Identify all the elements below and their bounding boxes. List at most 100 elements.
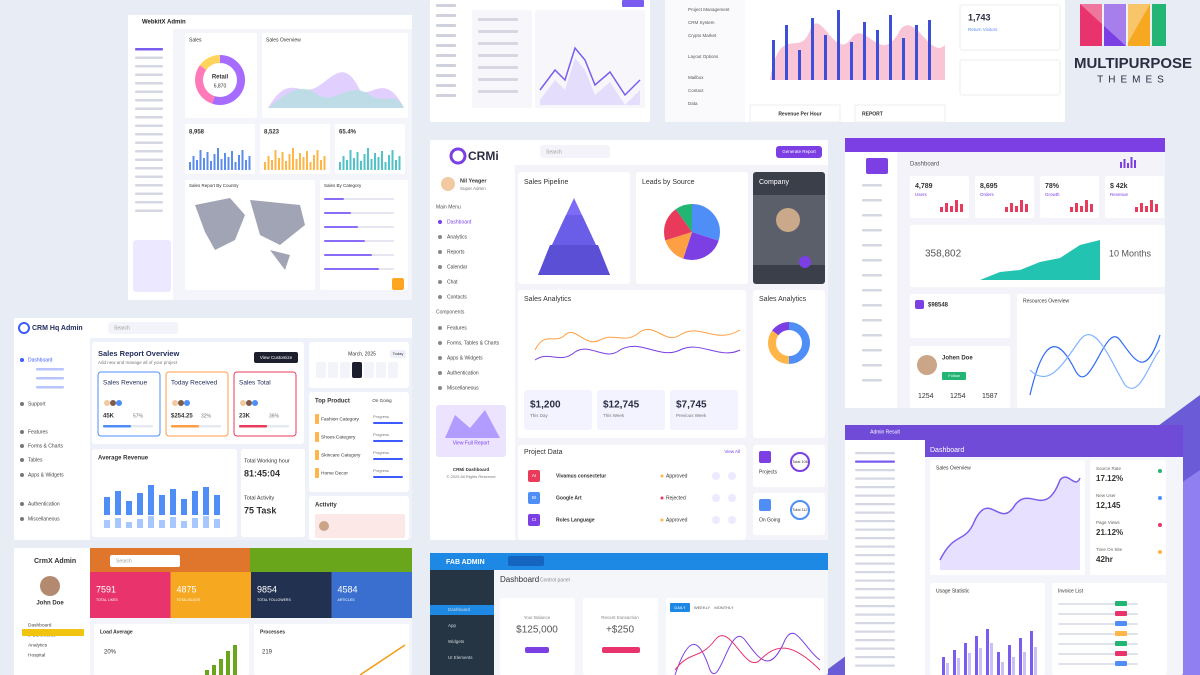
label: Search xyxy=(116,558,132,564)
chart-bar xyxy=(863,22,866,80)
menu-item xyxy=(855,622,895,625)
label: Follow xyxy=(948,373,960,378)
label: Time On Site xyxy=(1096,547,1123,552)
label: Sales Total xyxy=(239,380,271,387)
chart-bar xyxy=(192,491,198,515)
label: Support xyxy=(28,401,46,407)
label: Sales Overview xyxy=(936,465,971,471)
label: Invoice List xyxy=(1058,588,1084,594)
card xyxy=(854,104,946,123)
menu-icon xyxy=(20,502,24,506)
chart-bar xyxy=(320,160,322,170)
card xyxy=(975,176,1034,218)
brand-name: MULTIPURPOSE xyxy=(1074,55,1192,72)
label: Analytics xyxy=(447,234,468,240)
label: CRM Hq Admin xyxy=(32,325,83,332)
menu-item xyxy=(855,571,895,574)
chart-bar xyxy=(360,161,362,170)
status-dot xyxy=(660,474,664,478)
status-badge xyxy=(1115,611,1127,616)
chart-bar xyxy=(968,653,971,675)
chart-shape xyxy=(674,632,821,675)
list-item xyxy=(478,78,518,81)
chart-bar xyxy=(137,493,143,515)
kpi-card xyxy=(597,390,665,430)
chart-bar xyxy=(213,154,216,170)
status-dot xyxy=(1158,550,1162,554)
menu-item xyxy=(855,520,895,523)
progress-cell xyxy=(372,414,404,424)
header xyxy=(845,138,1165,152)
label: Today Received xyxy=(171,380,218,387)
status-badge xyxy=(1115,651,1127,656)
label: Processes xyxy=(260,629,285,635)
menu-item xyxy=(855,579,895,582)
label: Retail xyxy=(212,75,229,81)
label: Google Art xyxy=(556,495,582,501)
label: Return Visitors xyxy=(968,27,998,32)
chart-bar xyxy=(953,650,956,675)
menu-item xyxy=(436,4,456,7)
menu-icon xyxy=(438,265,442,269)
chart-bar xyxy=(181,521,187,528)
label: AI xyxy=(532,473,536,478)
chart-bar xyxy=(189,162,191,170)
label: Contact xyxy=(688,88,704,93)
label: Today xyxy=(393,351,404,356)
label: On Going xyxy=(372,398,392,403)
avatar xyxy=(40,576,60,596)
stat-tile xyxy=(251,572,332,618)
label: Total Working hour xyxy=(244,458,290,464)
card xyxy=(749,104,841,123)
label: 8,523 xyxy=(264,130,280,136)
card xyxy=(518,445,746,540)
logo-icon xyxy=(449,147,467,165)
avatar xyxy=(104,400,110,406)
chart-shape xyxy=(359,644,406,675)
chart-shape xyxy=(268,88,404,108)
menu-icon xyxy=(438,356,442,360)
label: Total 108 xyxy=(792,460,807,464)
progress-bar xyxy=(324,240,365,242)
label: This Day xyxy=(530,413,549,418)
label: TOTAL FOLLOWERS xyxy=(257,598,291,602)
stat-card xyxy=(97,371,161,437)
status-dot xyxy=(1158,469,1162,473)
card xyxy=(583,598,658,675)
menu-item xyxy=(862,349,882,352)
chart-bar xyxy=(192,156,195,170)
label: Hospital xyxy=(28,652,45,658)
promo-card xyxy=(133,240,171,292)
card xyxy=(241,449,305,537)
label: Generate Report xyxy=(782,149,816,154)
progress-bar xyxy=(324,198,344,200)
header xyxy=(430,553,828,570)
chart-bar xyxy=(292,148,294,170)
action-button xyxy=(712,516,720,524)
chart-bar xyxy=(395,160,397,170)
chart-bar xyxy=(217,148,219,170)
avatar xyxy=(252,400,258,406)
avatar xyxy=(917,355,937,375)
sidebar xyxy=(430,140,515,540)
menu-icon xyxy=(20,430,24,434)
label: WebkitX Admin xyxy=(142,20,186,26)
label: Shoes Category xyxy=(321,434,356,440)
label: 42hr xyxy=(1096,555,1113,564)
chart-bar xyxy=(323,156,326,170)
label: Fashion Category xyxy=(321,416,359,422)
label: Source Rate xyxy=(1096,466,1122,471)
label: 57% xyxy=(133,413,144,419)
label: Projects xyxy=(759,469,778,475)
photo-person xyxy=(776,208,800,232)
menu-item xyxy=(855,647,895,650)
kpi-card xyxy=(670,390,738,430)
chart-bar xyxy=(104,520,110,528)
label: 75 Task xyxy=(244,505,277,515)
chart-bar xyxy=(245,160,247,170)
card xyxy=(666,598,824,675)
chart-bar xyxy=(342,156,345,170)
progress-bar xyxy=(324,212,351,214)
avatar xyxy=(178,400,184,406)
